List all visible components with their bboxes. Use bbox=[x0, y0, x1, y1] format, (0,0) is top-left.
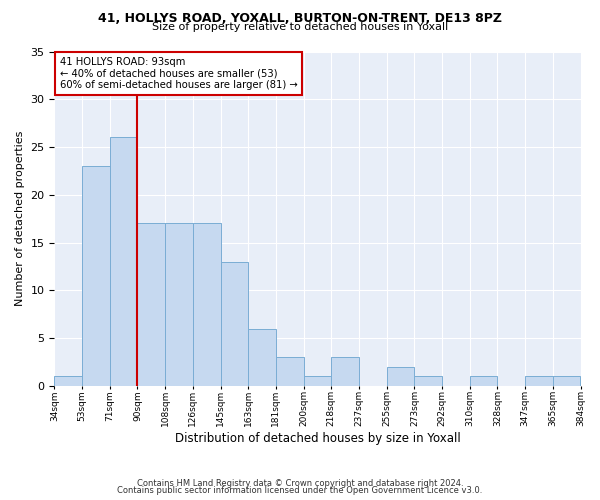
Bar bbox=[221, 262, 248, 386]
Text: 41, HOLLYS ROAD, YOXALL, BURTON-ON-TRENT, DE13 8PZ: 41, HOLLYS ROAD, YOXALL, BURTON-ON-TRENT… bbox=[98, 12, 502, 26]
Bar bbox=[165, 224, 193, 386]
Bar bbox=[525, 376, 553, 386]
Bar bbox=[470, 376, 497, 386]
Text: Contains HM Land Registry data © Crown copyright and database right 2024.: Contains HM Land Registry data © Crown c… bbox=[137, 478, 463, 488]
Bar bbox=[110, 138, 137, 386]
Bar bbox=[386, 367, 415, 386]
Text: Contains public sector information licensed under the Open Government Licence v3: Contains public sector information licen… bbox=[118, 486, 482, 495]
Bar bbox=[415, 376, 442, 386]
Text: Size of property relative to detached houses in Yoxall: Size of property relative to detached ho… bbox=[152, 22, 448, 32]
Bar bbox=[137, 224, 165, 386]
Bar bbox=[248, 328, 276, 386]
Bar bbox=[82, 166, 110, 386]
Bar bbox=[304, 376, 331, 386]
Bar bbox=[331, 357, 359, 386]
Y-axis label: Number of detached properties: Number of detached properties bbox=[15, 131, 25, 306]
X-axis label: Distribution of detached houses by size in Yoxall: Distribution of detached houses by size … bbox=[175, 432, 460, 445]
Bar bbox=[193, 224, 221, 386]
Bar bbox=[55, 376, 82, 386]
Bar bbox=[553, 376, 580, 386]
Text: 41 HOLLYS ROAD: 93sqm
← 40% of detached houses are smaller (53)
60% of semi-deta: 41 HOLLYS ROAD: 93sqm ← 40% of detached … bbox=[59, 56, 298, 90]
Bar bbox=[276, 357, 304, 386]
